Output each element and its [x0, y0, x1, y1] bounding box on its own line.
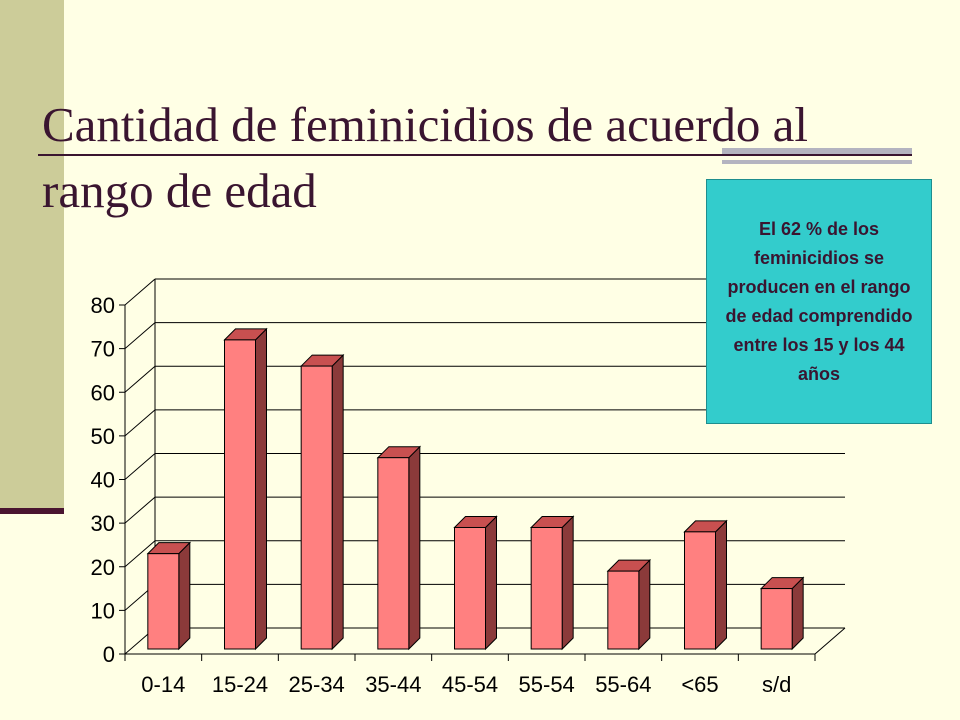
title-underline: [38, 154, 912, 156]
x-tick-label: 45-54: [442, 672, 498, 697]
slide-title: Cantidad de feminicidios de acuerdo al r…: [42, 97, 809, 218]
callout-text: El 62 % de los feminicidios se producen …: [725, 218, 913, 384]
bar-side: [485, 515, 497, 651]
x-tick-label: 35-44: [365, 672, 421, 697]
floor-edge: [814, 627, 846, 655]
bar-side: [408, 445, 421, 651]
bar-side: [331, 353, 344, 651]
bar-side: [638, 558, 651, 651]
gridline-depth: [124, 409, 156, 437]
bar: [147, 553, 180, 650]
bar: [300, 365, 333, 650]
bar-side: [178, 541, 191, 651]
x-tick-label: s/d: [762, 672, 791, 697]
y-tick-label: 0: [103, 642, 115, 667]
y-tick-label: 70: [91, 337, 115, 362]
side-band-divider: [0, 508, 64, 514]
y-tick-label: 20: [91, 555, 115, 580]
x-tick-label: 0-14: [141, 672, 185, 697]
gridline-depth: [124, 278, 156, 306]
x-tick-label: 25-34: [289, 672, 345, 697]
y-tick-label: 50: [91, 424, 115, 449]
bar: [684, 531, 716, 650]
gridline-depth: [124, 496, 156, 524]
bar-side: [255, 327, 267, 651]
y-tick-label: 40: [91, 468, 115, 493]
y-tick-label: 30: [91, 511, 115, 536]
bar: [607, 570, 640, 650]
gridline-depth: [124, 540, 156, 568]
bar: [377, 457, 410, 650]
bar-side: [561, 515, 574, 651]
bar: [454, 526, 486, 650]
y-tick-label: 80: [91, 293, 115, 318]
bar-side: [715, 519, 727, 651]
x-tick-label: <65: [681, 672, 718, 697]
y-tick-label: 60: [91, 380, 115, 405]
x-tick-label: 55-54: [519, 672, 575, 697]
gridline-depth: [124, 453, 156, 480]
bar-side: [791, 576, 804, 651]
bar: [530, 526, 563, 650]
gridline-depth: [124, 322, 156, 350]
x-tick-label: 55-64: [595, 672, 651, 697]
bar: [224, 339, 256, 650]
bar: [760, 588, 793, 650]
title-underline-accent: [722, 148, 912, 154]
x-tick-label: 15-24: [212, 672, 268, 697]
side-band: [0, 0, 64, 508]
callout-box: El 62 % de los feminicidios se producen …: [706, 179, 932, 424]
title-underline-accent-lower: [722, 160, 912, 164]
y-tick-label: 10: [91, 598, 115, 623]
gridline-depth: [124, 365, 156, 393]
